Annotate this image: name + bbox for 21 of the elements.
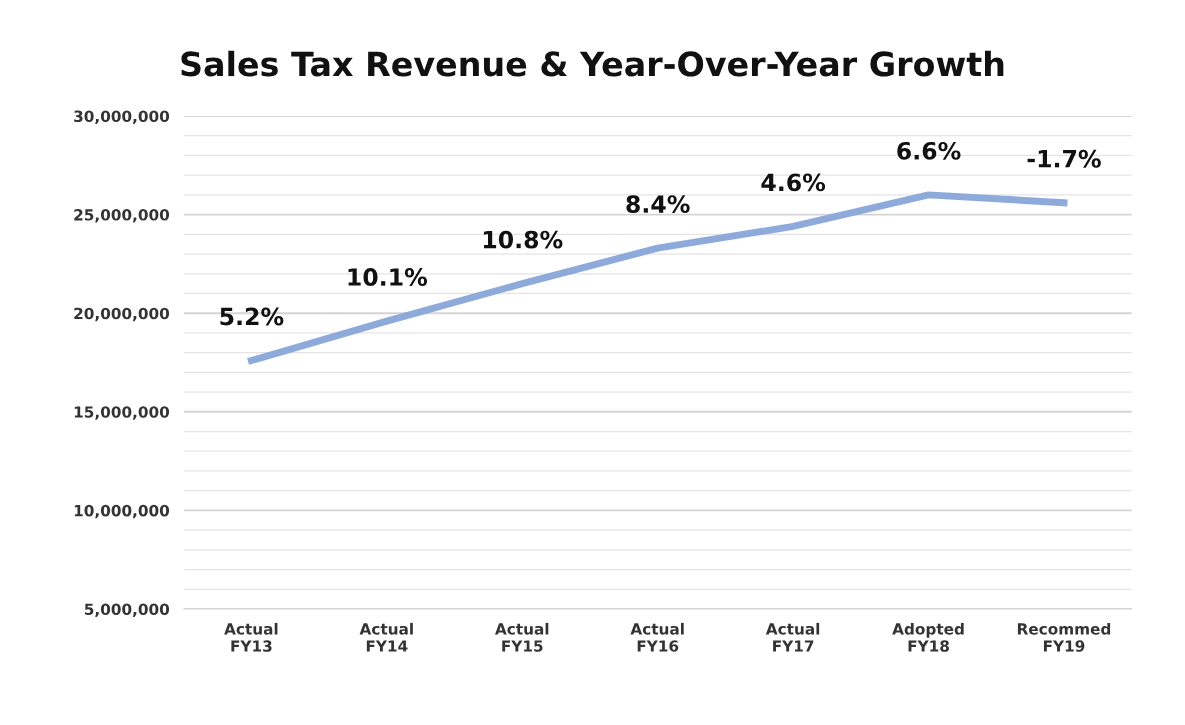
annotation: 4.6% [761, 173, 826, 192]
x-tick-label: Actual FY15 [495, 622, 549, 652]
annotation: 10.8% [483, 230, 563, 249]
x-tick-label: Adopted FY18 [892, 622, 964, 652]
y-tick-label: 5,000,000 [84, 603, 170, 617]
x-tick-label: Actual FY16 [630, 622, 684, 652]
x-tick-label: Actual FY13 [224, 622, 278, 652]
y-tick-label: 20,000,000 [74, 307, 170, 322]
y-tick-label: 10,000,000 [74, 504, 170, 519]
x-tick-label: Actual FY14 [359, 622, 413, 652]
annotation: -1.7% [1027, 149, 1101, 168]
x-tick-label: Recommed FY19 [1017, 622, 1111, 652]
annotation: 10.1% [348, 268, 428, 286]
annotation: 5.2% [220, 307, 284, 326]
x-tick-label: Actual FY17 [765, 622, 820, 652]
chart-title: Sales Tax Revenue & Year-Over-Year Growth [181, 50, 1004, 77]
annotation: 8.4% [626, 195, 690, 213]
y-tick-label: 15,000,000 [74, 406, 170, 420]
annotation: 6.6% [897, 141, 961, 160]
y-tick-label: 25,000,000 [74, 209, 170, 223]
y-tick-label: 30,000,000 [74, 110, 170, 124]
